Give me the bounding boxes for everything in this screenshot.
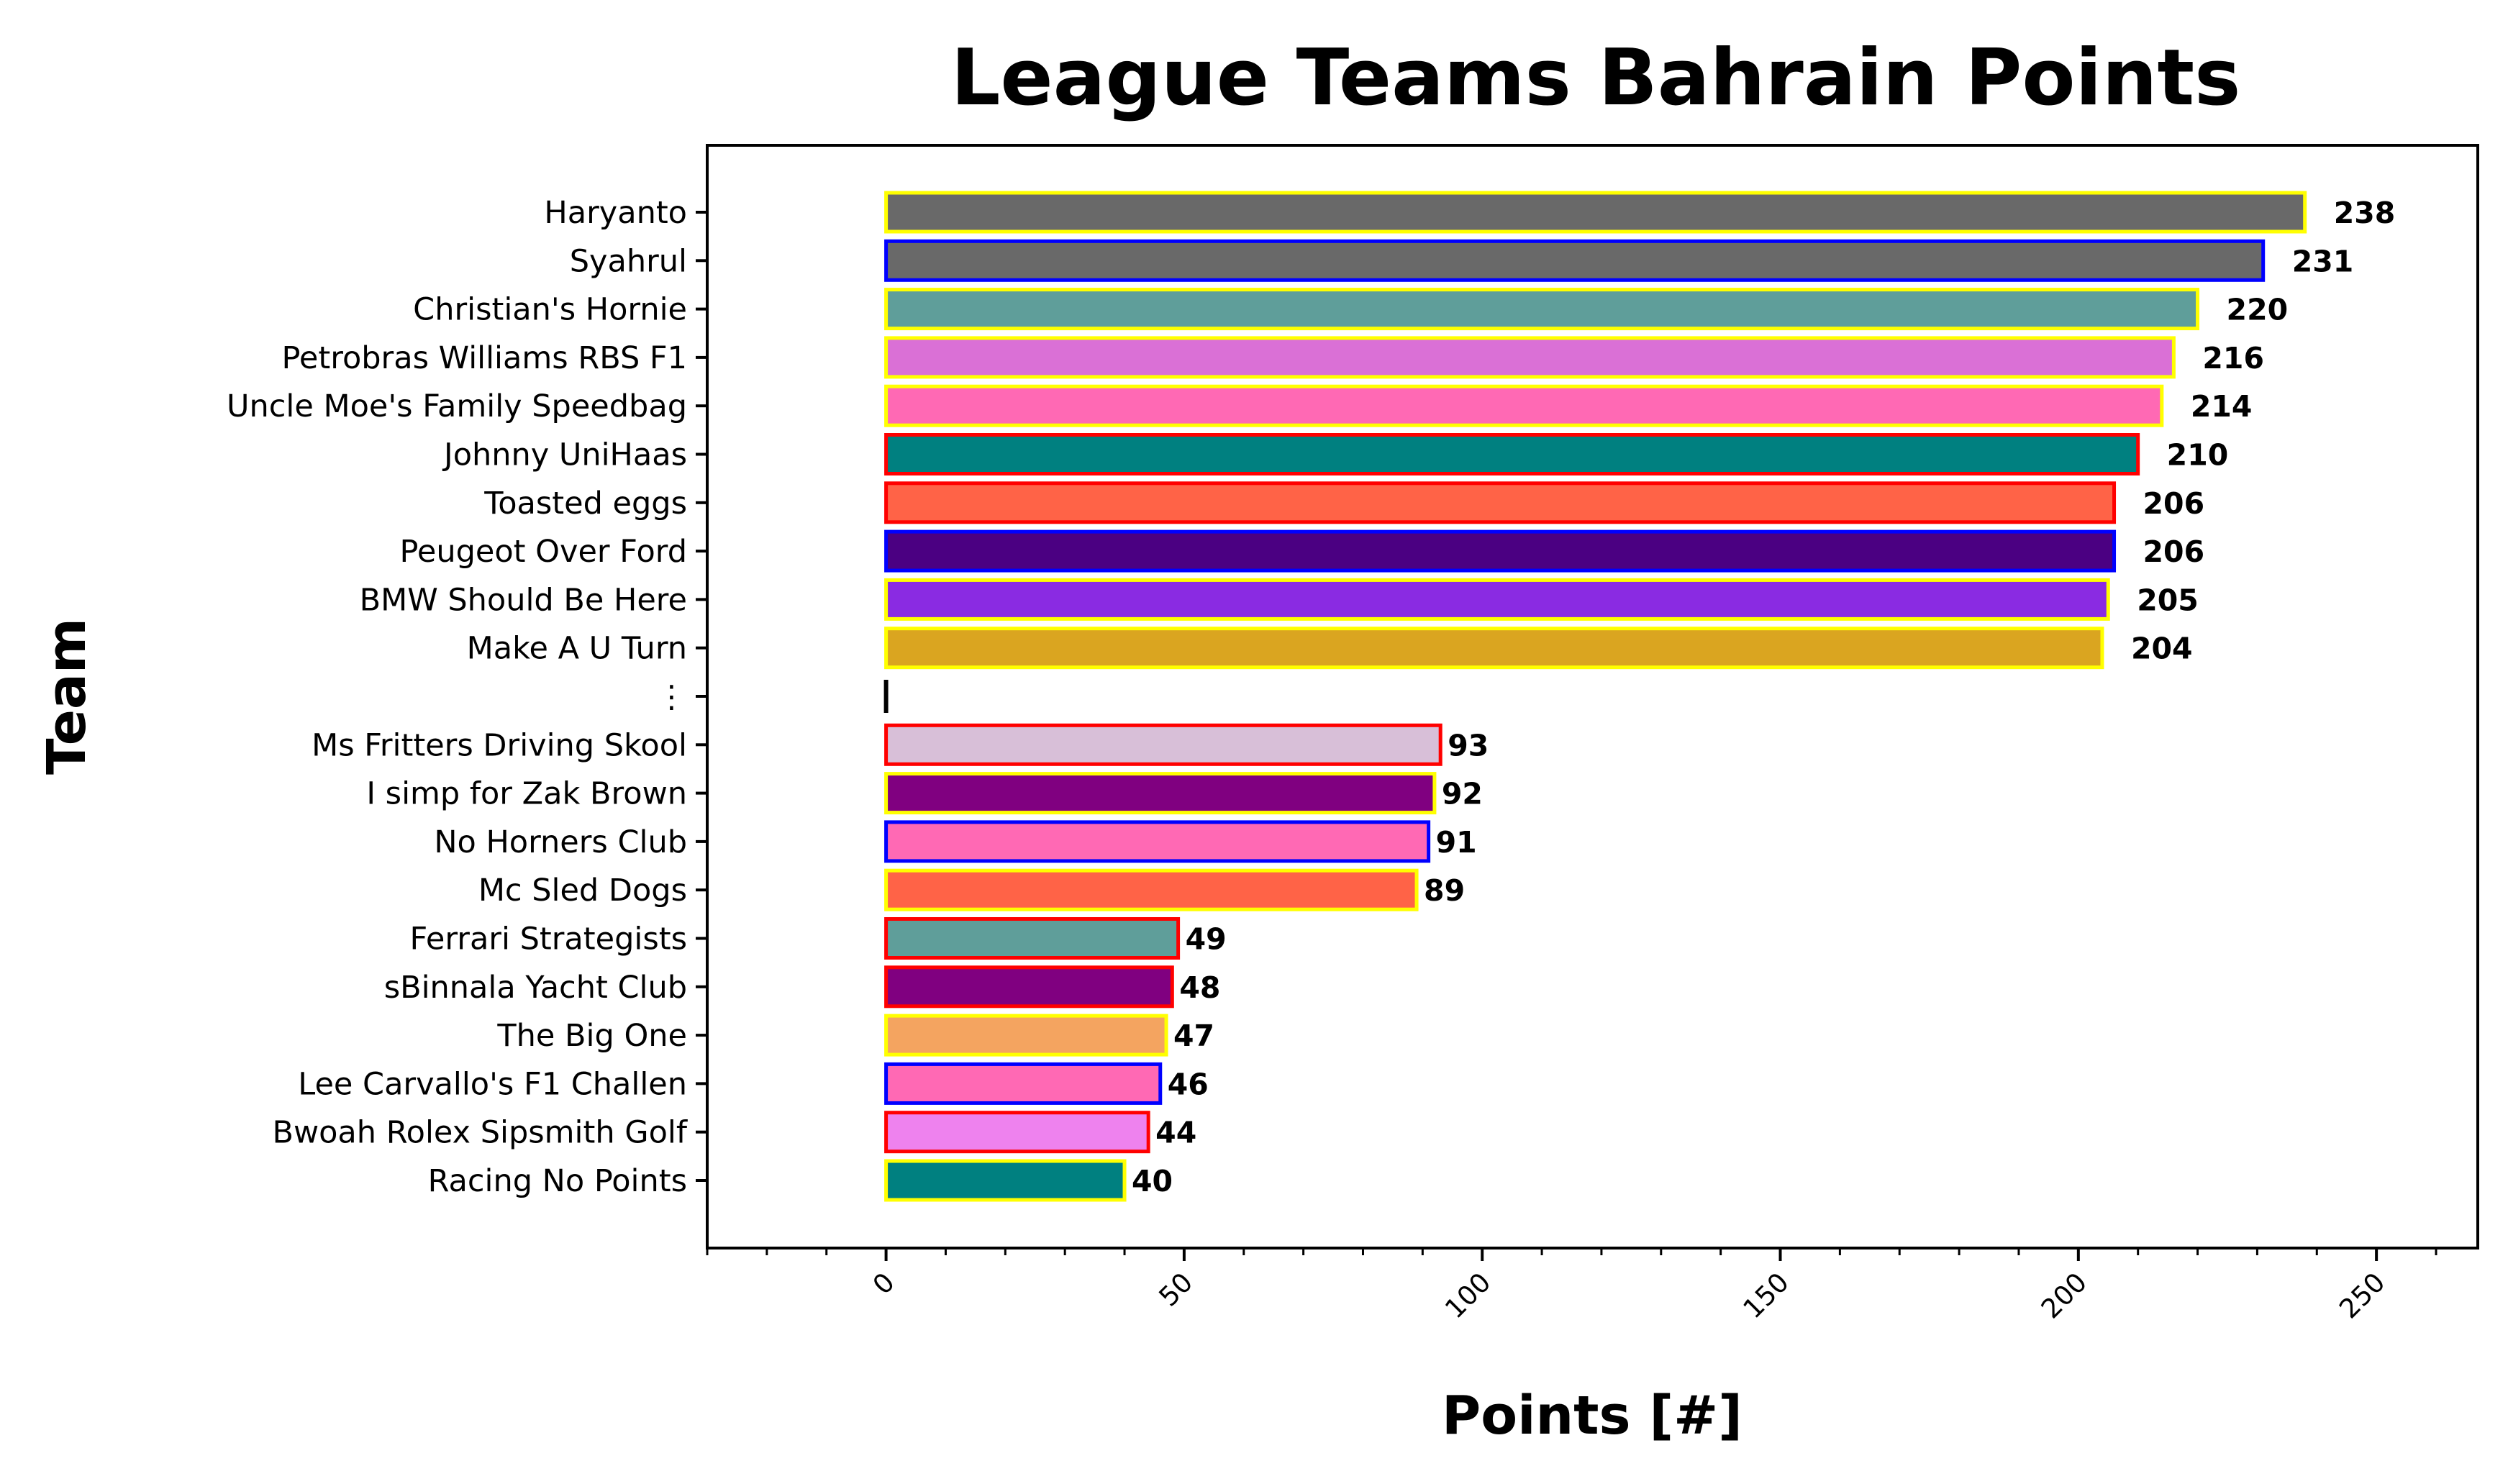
bar: [884, 1159, 1127, 1202]
bar: [884, 481, 2117, 524]
y-tick-label: Johnny UniHaas: [442, 437, 687, 473]
bar: [884, 1111, 1150, 1154]
y-tick-label: Racing No Points: [428, 1163, 687, 1199]
y-tick-label: Uncle Moe's Family Speedbag: [227, 388, 687, 424]
bar-value-label: 214: [2191, 389, 2253, 424]
bar: [884, 433, 2140, 475]
chart-title: League Teams Bahrain Points: [951, 33, 2241, 123]
bar: [884, 239, 2266, 282]
bar-value-label: 40: [1132, 1164, 1173, 1198]
y-tick-label: Haryanto: [544, 195, 687, 231]
y-tick-label: Toasted eggs: [483, 486, 687, 522]
x-tick-label: 100: [1439, 1267, 1496, 1324]
x-axis-label: Points [#]: [1442, 1385, 1743, 1447]
bar: [884, 917, 1181, 960]
y-tick-label: Make A U Turn: [467, 631, 687, 667]
bar-value-label: 89: [1424, 873, 1465, 908]
bar-value-label: 49: [1186, 922, 1227, 957]
y-tick-label: I simp for Zak Brown: [366, 776, 687, 812]
bar-value-label: 210: [2167, 438, 2229, 473]
bar: [884, 578, 2110, 621]
bar-value-label: 48: [1179, 970, 1220, 1005]
bar: [884, 288, 2200, 331]
bar: [884, 820, 1431, 863]
bar-value-label: 238: [2334, 196, 2396, 230]
y-tick-label: Mc Sled Dogs: [478, 873, 687, 909]
y-axis-label: Team: [36, 618, 98, 775]
bar: [884, 627, 2104, 670]
bar-value-label: 216: [2202, 341, 2264, 375]
bar: [884, 965, 1174, 1009]
bar: [884, 868, 1419, 911]
x-tick-label: 150: [1737, 1267, 1795, 1324]
y-tick-label: sBinnala Yacht Club: [384, 970, 687, 1006]
x-tick-label: 250: [2333, 1267, 2391, 1324]
x-tick-label: 0: [867, 1267, 901, 1301]
y-tick-label: Syahrul: [570, 243, 687, 279]
x-axis: 0 50 100 150 200 250: [706, 1248, 2437, 1324]
bar: [884, 723, 1442, 766]
bar-value-label: 92: [1442, 777, 1483, 811]
bar-value-label: 93: [1448, 728, 1489, 763]
bar-value-label: 206: [2143, 534, 2205, 569]
y-tick-label: Christian's Hornie: [413, 292, 687, 328]
bar: [884, 529, 2117, 573]
y-tick-label: Ms Fritters Driving Skool: [312, 727, 687, 763]
bar-value-label: 46: [1168, 1067, 1209, 1101]
bars-group: [883, 191, 2307, 1202]
y-tick-label: Ferrari Strategists: [410, 921, 688, 957]
y-tick-label: Peugeot Over Ford: [399, 534, 687, 570]
y-axis: Haryanto Syahrul Christian's Hornie Petrobr…: [227, 195, 707, 1199]
bar-value-label: 91: [1436, 825, 1477, 860]
bar: [884, 772, 1437, 815]
y-tick-label: ⋮: [656, 679, 687, 715]
bar-value-label: 231: [2292, 244, 2354, 278]
bar-value-label: 220: [2227, 293, 2289, 327]
plot-frame: [706, 144, 2479, 1249]
y-tick-label: No Horners Club: [434, 824, 687, 860]
bar-value-label: 44: [1155, 1116, 1196, 1150]
y-tick-label: Lee Carvallo's F1 Challen: [298, 1066, 687, 1102]
x-tick-label: 50: [1153, 1267, 1199, 1313]
bar: [884, 1014, 1168, 1057]
bar: [884, 191, 2307, 234]
bar-value-label: 47: [1173, 1019, 1214, 1053]
x-tick-label: 200: [2035, 1267, 2093, 1324]
bar: [884, 336, 2176, 379]
bar: [884, 1062, 1163, 1105]
bar-value-label: 205: [2137, 583, 2199, 617]
y-tick-label: Petrobras Williams RBS F1: [282, 340, 688, 376]
bar-value-label: 204: [2131, 632, 2193, 666]
y-tick-label: The Big One: [496, 1018, 687, 1054]
bar: [884, 384, 2164, 427]
y-tick-label: BMW Should Be Here: [360, 582, 687, 618]
y-tick-label: Bwoah Rolex Sipsmith Golf: [272, 1115, 687, 1151]
bar-value-label: 206: [2143, 486, 2205, 521]
